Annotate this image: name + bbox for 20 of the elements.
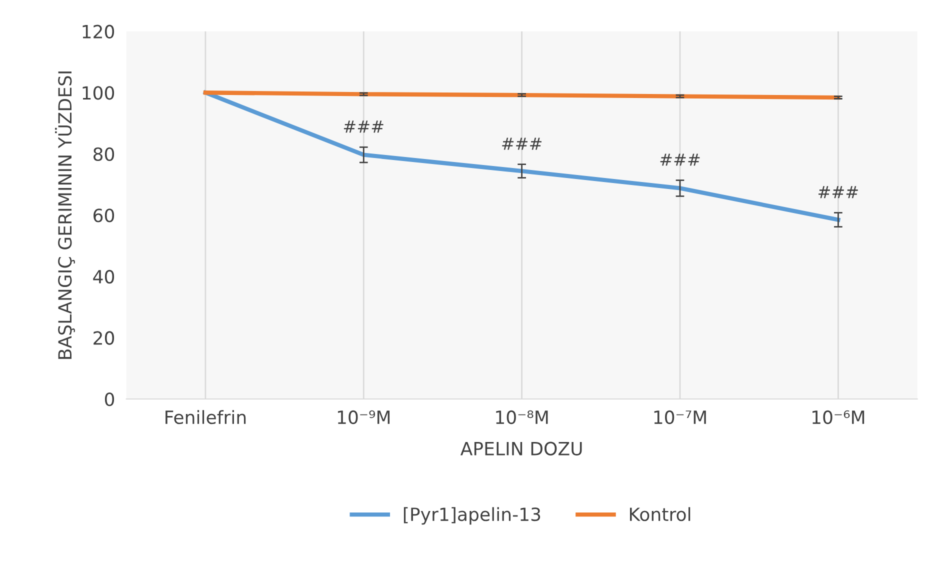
y-tick-label: 100	[82, 86, 114, 100]
y-tick-label: 40	[93, 270, 114, 284]
y-tick-label: 60	[94, 208, 114, 222]
annotation: ###	[818, 186, 858, 198]
x-tick-label: 10⁻⁶M	[812, 410, 864, 424]
x-tick-label: 10⁻⁷M	[654, 410, 706, 424]
x-tick-label: Fenilefrin	[166, 410, 246, 424]
legend-label: Kontrol	[630, 507, 690, 522]
x-axis-title: APELIN DOZU	[460, 442, 582, 456]
annotation: ###	[502, 138, 542, 150]
y-tick-label: 80	[94, 147, 114, 162]
legend-label: [Pyr1]apelin-13	[404, 507, 540, 525]
y-tick-label: 20	[94, 331, 114, 345]
x-tick-label: 10⁻⁸M	[496, 410, 548, 424]
x-tick-label: 10⁻⁹M	[338, 410, 390, 424]
y-axis-title: BAŞLANGIÇ GERIMININ YÜZDESI	[55, 72, 75, 359]
y-tick-label: 120	[82, 24, 114, 38]
y-tick-label: 0	[104, 392, 114, 406]
annotation: ###	[660, 154, 700, 166]
annotation: ###	[344, 120, 384, 133]
